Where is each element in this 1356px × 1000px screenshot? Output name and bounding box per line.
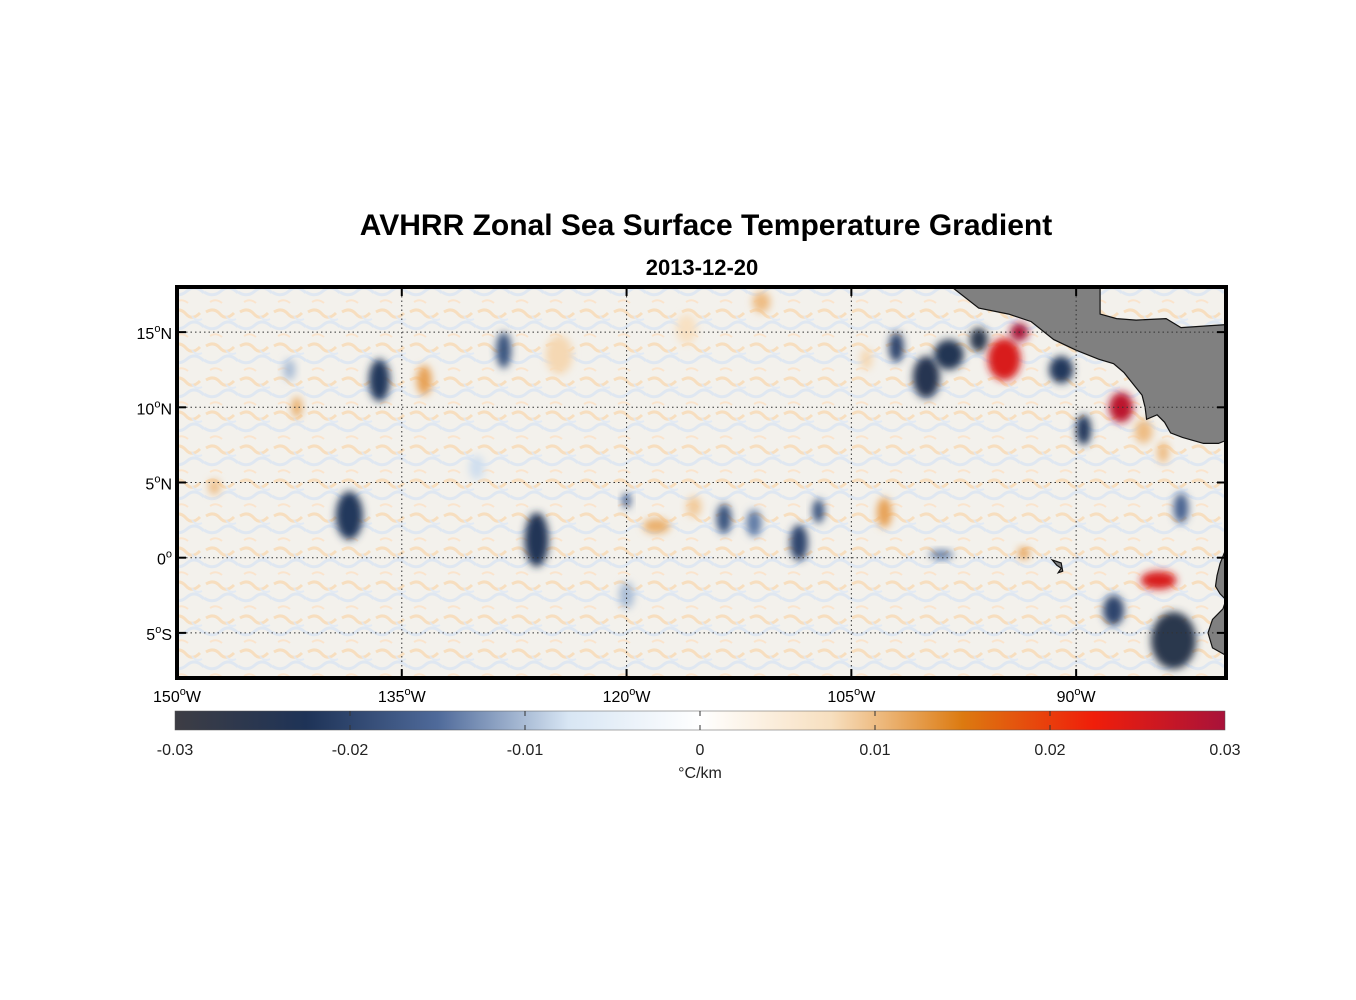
graticule <box>177 287 1226 678</box>
gradient-anomaly-10 <box>622 493 632 509</box>
gradient-anomaly-1 <box>416 365 432 396</box>
gradient-anomaly-33 <box>1151 611 1197 669</box>
gradient-anomaly-18 <box>860 348 873 370</box>
map-panel: 150oW 135oW 120oW 105oW 90oW 15oN 10oN 5oN 0o 5oS <box>137 285 1228 706</box>
gradient-anomaly-26 <box>1076 414 1092 445</box>
lat-tick-label: 15oN <box>137 323 172 343</box>
lat-tick-label: 5oS <box>146 624 172 644</box>
gradient-anomaly-32 <box>1140 571 1177 590</box>
gradient-anomaly-19 <box>888 332 904 363</box>
lon-tick-label: 105oW <box>827 686 876 706</box>
gradient-anomaly-0 <box>368 359 390 402</box>
gradient-anomaly-16 <box>812 499 825 524</box>
gradient-anomaly-37 <box>469 455 485 480</box>
gradient-anomaly-21 <box>933 339 964 370</box>
gradient-anomaly-13 <box>716 503 732 534</box>
colorbar: -0.03 -0.02 -0.01 0 0.01 0.02 0.03 °C/km <box>157 710 1241 782</box>
gradient-anomaly-11 <box>643 518 671 534</box>
gradient-anomaly-9 <box>524 512 549 567</box>
chart-title: AVHRR Zonal Sea Surface Temperature Grad… <box>360 209 1052 242</box>
gradient-anomaly-17 <box>876 497 892 528</box>
lon-tick-label: 120oW <box>603 686 652 706</box>
land-central-america <box>950 287 1226 444</box>
gradient-anomaly-12 <box>686 496 702 518</box>
gradient-anomaly-31 <box>1017 547 1030 560</box>
gradient-anomaly-28 <box>1134 419 1153 444</box>
colorbar-tick-label: 0.03 <box>1209 742 1240 759</box>
lon-tick-label: 90oW <box>1057 686 1097 706</box>
colorbar-tick-label: -0.02 <box>332 742 369 759</box>
land-galapagos <box>1050 558 1064 574</box>
lat-tick-label: 0o <box>157 549 172 569</box>
colorbar-tick-label: -0.03 <box>157 742 194 759</box>
gradient-anomaly-23 <box>987 338 1021 381</box>
gradient-anomaly-30 <box>1173 493 1189 524</box>
colorbar-tick-label: 0 <box>696 742 705 759</box>
colorbar-tick-label: -0.01 <box>507 742 544 759</box>
gradient-anomaly-2 <box>496 332 512 369</box>
gradient-anomaly-5 <box>752 291 771 313</box>
colorbar-tick-label: 0.01 <box>859 742 890 759</box>
gradient-anomaly-38 <box>619 581 635 609</box>
gradient-anomaly-29 <box>1157 441 1170 463</box>
gradient-anomaly-25 <box>1049 356 1074 384</box>
gradient-anomaly-8 <box>335 491 363 540</box>
gradient-anomaly-27 <box>1109 392 1134 423</box>
gradient-anomaly-15 <box>789 524 808 561</box>
lon-tick-label: 150oW <box>153 686 202 706</box>
gradient-anomaly-20 <box>912 356 940 399</box>
gradient-anomaly-3 <box>545 335 573 375</box>
colorbar-unit-label: °C/km <box>678 765 722 782</box>
gradient-anomaly-36 <box>283 359 296 381</box>
gradient-anomaly-14 <box>746 509 762 537</box>
gradient-anomaly-4 <box>676 314 698 345</box>
chart-subtitle: 2013-12-20 <box>646 255 759 280</box>
gradient-anomaly-22 <box>969 327 988 352</box>
gradient-anomaly-7 <box>208 479 221 495</box>
gradient-anomaly-34 <box>1103 595 1125 626</box>
gradient-anomaly-6 <box>291 396 303 418</box>
axis-ticks: 150oW 135oW 120oW 105oW 90oW 15oN 10oN 5oN 0o 5oS <box>137 287 1226 706</box>
lat-tick-label: 10oN <box>137 398 172 418</box>
lon-tick-label: 135oW <box>378 686 427 706</box>
sst-gradient-field <box>208 291 1197 669</box>
colorbar-tick-label: 0.02 <box>1034 742 1065 759</box>
colorbar-ticks: -0.03 -0.02 -0.01 0 0.01 0.02 0.03 <box>157 711 1241 759</box>
lat-tick-label: 5oN <box>145 474 172 494</box>
gradient-anomaly-35 <box>929 550 954 560</box>
